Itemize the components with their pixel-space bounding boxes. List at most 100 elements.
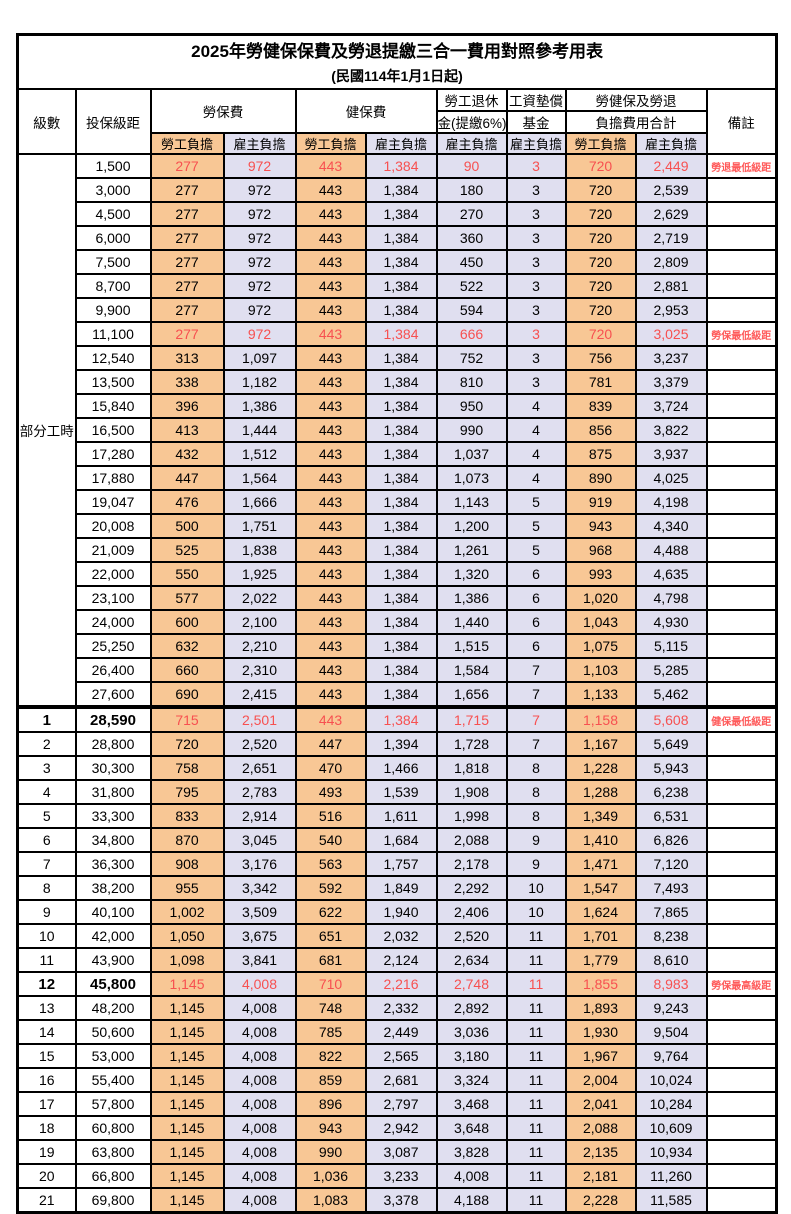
subheader-wage-fund-employer: 雇主負擔: [505, 132, 567, 155]
cell-value: 1,145: [149, 1091, 225, 1117]
table-row: 6,000 277 972 443 1,384 360 3 720 2,719: [18, 225, 778, 251]
cell-value: 11: [505, 923, 567, 949]
cell-value: 525: [149, 537, 225, 563]
cell-value: 338: [149, 369, 225, 395]
cell-value: 715: [149, 705, 225, 733]
cell-value: 1,073: [435, 465, 508, 491]
cell-value: 1,158: [564, 705, 637, 733]
cell-value: 1,384: [364, 369, 438, 395]
cell-value: 11: [505, 1091, 567, 1117]
cell-value: 443: [294, 273, 367, 299]
cell-remark: [705, 731, 778, 757]
cell-value: 1,893: [564, 995, 637, 1021]
table-row: 4,500 277 972 443 1,384 270 3 720 2,629: [18, 201, 778, 227]
table-row: 22,000 550 1,925 443 1,384 1,320 6 993 4,635: [18, 561, 778, 587]
cell-value: 2,565: [364, 1043, 438, 1069]
cell-bracket: 7,500: [74, 249, 152, 275]
cell-value: 781: [564, 369, 637, 395]
cell-value: 11: [505, 1019, 567, 1045]
cell-value: 493: [294, 779, 367, 805]
cell-bracket: 34,800: [74, 827, 152, 853]
cell-remark: [705, 585, 778, 611]
table-row: 14 50,600 1,145 4,008 785 2,449 3,036 11 1,930 9,…: [16, 1019, 778, 1045]
cell-value: 710: [294, 971, 367, 997]
table-body: 部分工時 1,500 277 972 443 1,384 90 3 720 2,449 勞退最低級距…: [16, 153, 778, 1214]
cell-value: 1,384: [364, 705, 438, 733]
cell-value: 3,237: [634, 345, 708, 371]
cell-value: 1,145: [149, 1187, 225, 1214]
cell-value: 277: [149, 153, 225, 179]
table-row: 23,100 577 2,022 443 1,384 1,386 6 1,020 4,798: [18, 585, 778, 611]
cell-bracket: 48,200: [74, 995, 152, 1021]
cell-value: 681: [294, 947, 367, 973]
cell-value: 1,384: [364, 345, 438, 371]
cell-bracket: 17,880: [74, 465, 152, 491]
cell-value: 4,488: [634, 537, 708, 563]
cell-remark: [705, 803, 778, 829]
table-row: 6 34,800 870 3,045 540 1,684 2,088 9 1,410 6,826: [16, 827, 778, 853]
cell-value: 3,087: [364, 1139, 438, 1165]
cell-value: 4: [505, 393, 567, 419]
cell-value: 1,611: [364, 803, 438, 829]
cell-value: 4: [505, 417, 567, 443]
cell-value: 9,764: [634, 1043, 708, 1069]
cell-value: 2,178: [435, 851, 508, 877]
table-row: 15,840 396 1,386 443 1,384 950 4 839 3,724: [18, 393, 778, 419]
cell-value: 3,378: [364, 1187, 438, 1214]
cell-value: 2,041: [564, 1091, 637, 1117]
subheader-total-employee: 勞工負擔: [564, 132, 637, 155]
cell-value: 563: [294, 851, 367, 877]
cell-value: 1,684: [364, 827, 438, 853]
cell-value: 1,384: [364, 537, 438, 563]
cell-value: 822: [294, 1043, 367, 1069]
cell-value: 875: [564, 441, 637, 467]
header-row-1: 級數 投保級距 勞保費 健保費 勞工退休 工資墊償 勞健保及勞退 備註: [16, 88, 778, 155]
cell-level: 1: [16, 705, 77, 733]
cell-value: 277: [149, 297, 225, 323]
cell-value: 919: [564, 489, 637, 515]
cell-value: 2,501: [222, 705, 297, 733]
cell-value: 5,649: [634, 731, 708, 757]
subheader-health-employer: 雇主負擔: [364, 132, 438, 155]
cell-value: 6: [505, 633, 567, 659]
table-row: 11,100 277 972 443 1,384 666 3 720 3,025 勞保最低級距: [18, 321, 778, 347]
cell-value: 443: [294, 537, 367, 563]
cell-value: 3: [505, 369, 567, 395]
cell-value: 720: [564, 225, 637, 251]
cell-value: 3: [505, 273, 567, 299]
cell-bracket: 26,400: [74, 657, 152, 683]
cell-value: 443: [294, 657, 367, 683]
table-row: 21 69,800 1,145 4,008 1,083 3,378 4,188 11 2,228…: [16, 1187, 778, 1214]
cell-value: 443: [294, 201, 367, 227]
cell-value: 720: [564, 273, 637, 299]
cell-value: 4,008: [222, 995, 297, 1021]
cell-value: 3: [505, 225, 567, 251]
cell-value: 1,384: [364, 609, 438, 635]
cell-value: 1,384: [364, 297, 438, 323]
cell-bracket: 23,100: [74, 585, 152, 611]
cell-value: 8: [505, 755, 567, 781]
cell-value: 3: [505, 153, 567, 179]
cell-value: 972: [222, 201, 297, 227]
cell-bracket: 36,300: [74, 851, 152, 877]
cell-bracket: 11,100: [74, 321, 152, 347]
cell-bracket: 16,500: [74, 417, 152, 443]
cell-bracket: 40,100: [74, 899, 152, 925]
cell-value: 1,037: [435, 441, 508, 467]
cell-value: 990: [435, 417, 508, 443]
cell-value: 1,384: [364, 393, 438, 419]
table-row: 2 28,800 720 2,520 447 1,394 1,728 7 1,167 5,649: [16, 731, 778, 757]
cell-level: 7: [16, 851, 77, 877]
cell-value: 870: [149, 827, 225, 853]
table-row: 11 43,900 1,098 3,841 681 2,124 2,634 11 1,779 8,…: [16, 947, 778, 973]
cell-remark: [705, 393, 778, 419]
cell-value: 6: [505, 561, 567, 587]
cell-bracket: 43,900: [74, 947, 152, 973]
cell-value: 313: [149, 345, 225, 371]
cell-remark: [705, 489, 778, 515]
cell-value: 443: [294, 489, 367, 515]
cell-value: 180: [435, 177, 508, 203]
cell-value: 622: [294, 899, 367, 925]
cell-value: 1,751: [222, 513, 297, 539]
cell-value: 277: [149, 273, 225, 299]
